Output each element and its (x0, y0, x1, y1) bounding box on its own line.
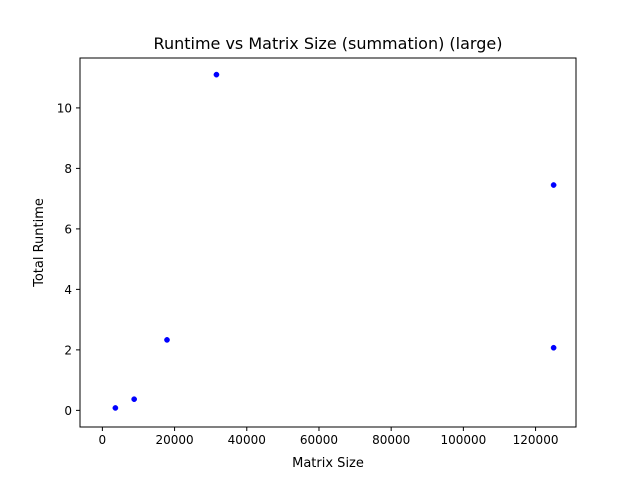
data-point (164, 337, 170, 343)
plot-frame (79, 57, 577, 428)
y-axis-label: Total Runtime (32, 198, 47, 288)
y-tick-label: 0 (64, 404, 72, 418)
x-tick-label: 20000 (155, 433, 193, 447)
x-tick-label: 100000 (440, 433, 486, 447)
chart-title: Runtime vs Matrix Size (summation) (larg… (154, 34, 503, 53)
x-axis-label: Matrix Size (292, 456, 364, 471)
x-tick-label: 80000 (372, 433, 410, 447)
data-point (550, 344, 557, 351)
y-tick-label: 4 (64, 283, 72, 297)
x-tick-label: 0 (99, 433, 107, 447)
x-tick-label: 60000 (300, 433, 338, 447)
y-tick-label: 6 (64, 222, 72, 236)
x-tick-label: 40000 (228, 433, 266, 447)
x-tick-label: 120000 (513, 433, 559, 447)
y-tick-label: 2 (64, 343, 72, 357)
y-axis-ticks: 0 2 4 6 8 10 (57, 101, 80, 418)
data-point (112, 405, 119, 411)
data-point (131, 396, 137, 403)
y-tick-label: 8 (64, 162, 72, 176)
x-axis-ticks: 0 20000 40000 60000 80000 100000 120000 (99, 427, 559, 447)
data-point (213, 71, 220, 78)
data-points (112, 71, 557, 411)
y-tick-label: 10 (57, 101, 72, 115)
data-point (550, 182, 557, 188)
